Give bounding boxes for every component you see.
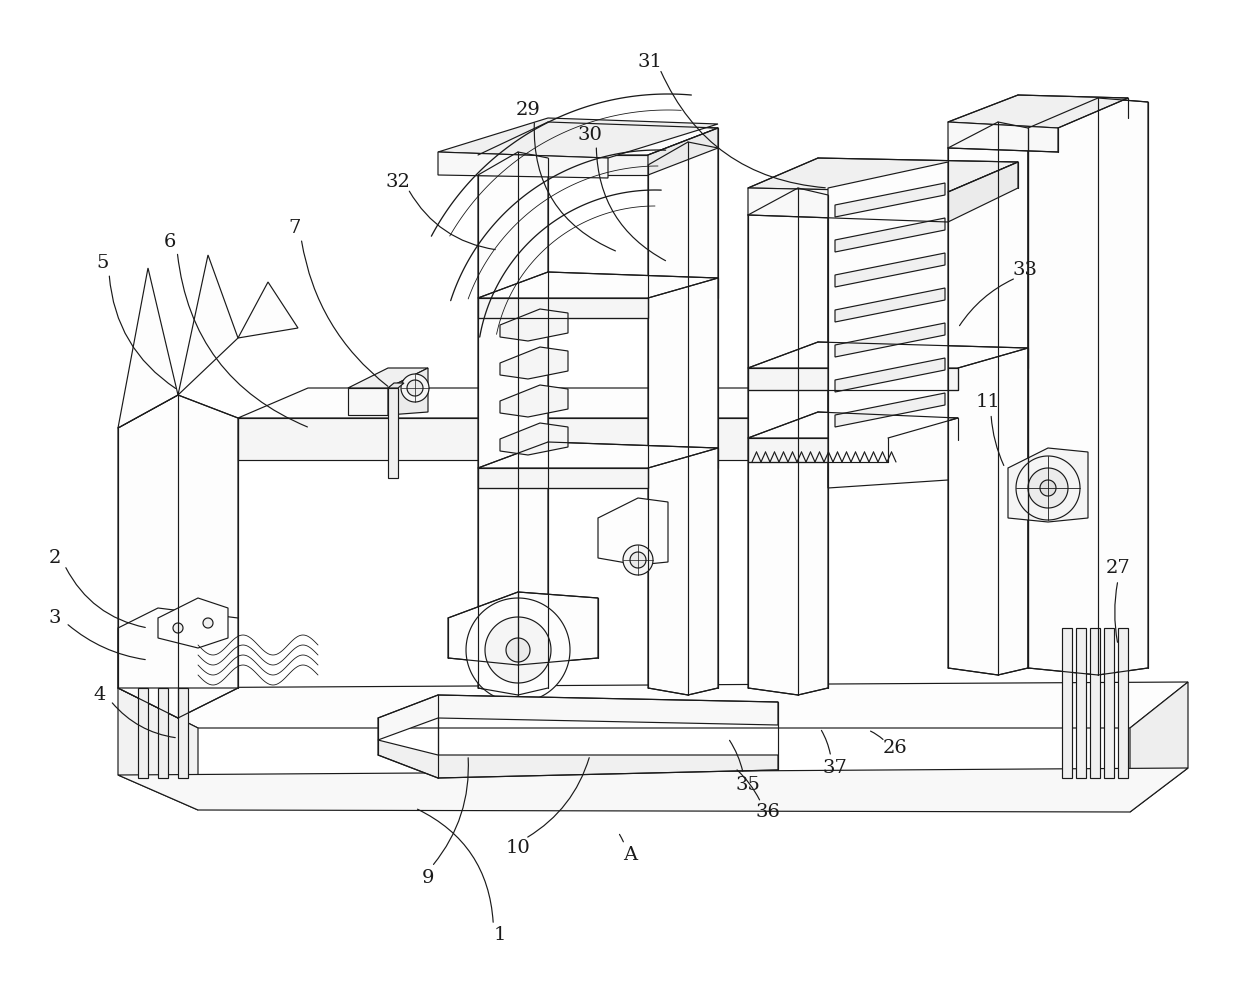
Polygon shape bbox=[477, 468, 649, 488]
Text: 35: 35 bbox=[735, 776, 760, 794]
Polygon shape bbox=[477, 442, 718, 468]
Polygon shape bbox=[598, 498, 668, 565]
Polygon shape bbox=[118, 268, 179, 428]
Polygon shape bbox=[835, 323, 945, 357]
Polygon shape bbox=[1090, 628, 1100, 778]
Polygon shape bbox=[838, 388, 908, 460]
Polygon shape bbox=[477, 152, 548, 695]
Polygon shape bbox=[949, 122, 1028, 675]
Polygon shape bbox=[477, 298, 649, 318]
Text: 3: 3 bbox=[48, 609, 61, 627]
Polygon shape bbox=[835, 218, 945, 252]
Polygon shape bbox=[1076, 628, 1086, 778]
Polygon shape bbox=[485, 617, 551, 683]
Polygon shape bbox=[1016, 456, 1080, 520]
Polygon shape bbox=[407, 380, 423, 396]
Polygon shape bbox=[748, 412, 959, 438]
Polygon shape bbox=[835, 288, 945, 322]
Polygon shape bbox=[118, 682, 1188, 728]
Text: 10: 10 bbox=[506, 839, 531, 857]
Text: 32: 32 bbox=[386, 173, 410, 191]
Text: 37: 37 bbox=[822, 759, 847, 777]
Polygon shape bbox=[203, 618, 213, 628]
Polygon shape bbox=[649, 128, 718, 175]
Polygon shape bbox=[388, 383, 404, 388]
Polygon shape bbox=[949, 162, 1018, 222]
Polygon shape bbox=[748, 188, 949, 222]
Polygon shape bbox=[1130, 682, 1188, 812]
Text: 30: 30 bbox=[578, 126, 603, 144]
Polygon shape bbox=[1028, 468, 1068, 508]
Polygon shape bbox=[622, 545, 653, 575]
Polygon shape bbox=[438, 118, 718, 158]
Polygon shape bbox=[835, 253, 945, 287]
Text: 29: 29 bbox=[516, 101, 541, 119]
Polygon shape bbox=[238, 418, 838, 460]
Polygon shape bbox=[748, 438, 888, 462]
Text: 36: 36 bbox=[755, 803, 780, 821]
Polygon shape bbox=[118, 688, 198, 810]
Text: 2: 2 bbox=[48, 549, 61, 566]
Polygon shape bbox=[477, 155, 649, 175]
Polygon shape bbox=[388, 388, 398, 478]
Polygon shape bbox=[1104, 628, 1114, 778]
Polygon shape bbox=[1028, 98, 1148, 675]
Polygon shape bbox=[238, 282, 298, 338]
Polygon shape bbox=[401, 374, 429, 402]
Polygon shape bbox=[500, 385, 568, 417]
Polygon shape bbox=[179, 255, 238, 395]
Polygon shape bbox=[506, 638, 529, 662]
Polygon shape bbox=[118, 768, 1188, 812]
Polygon shape bbox=[174, 623, 184, 633]
Polygon shape bbox=[179, 688, 188, 778]
Polygon shape bbox=[649, 142, 718, 695]
Polygon shape bbox=[630, 552, 646, 568]
Text: 26: 26 bbox=[883, 739, 908, 757]
Polygon shape bbox=[748, 368, 959, 390]
Polygon shape bbox=[138, 688, 148, 778]
Polygon shape bbox=[949, 122, 1058, 152]
Polygon shape bbox=[748, 342, 1028, 368]
Polygon shape bbox=[118, 395, 238, 718]
Polygon shape bbox=[118, 608, 238, 688]
Polygon shape bbox=[828, 162, 949, 488]
Text: 4: 4 bbox=[94, 686, 107, 704]
Polygon shape bbox=[378, 740, 777, 778]
Polygon shape bbox=[1040, 480, 1056, 496]
Text: 9: 9 bbox=[422, 869, 434, 887]
Text: A: A bbox=[622, 846, 637, 864]
Polygon shape bbox=[157, 688, 167, 778]
Polygon shape bbox=[835, 183, 945, 217]
Polygon shape bbox=[1008, 448, 1087, 522]
Polygon shape bbox=[438, 152, 608, 178]
Polygon shape bbox=[500, 423, 568, 455]
Polygon shape bbox=[238, 388, 908, 418]
Polygon shape bbox=[500, 347, 568, 379]
Polygon shape bbox=[1118, 628, 1128, 778]
Polygon shape bbox=[348, 388, 388, 415]
Text: 6: 6 bbox=[164, 233, 176, 251]
Text: 7: 7 bbox=[289, 219, 301, 237]
Polygon shape bbox=[448, 592, 598, 665]
Polygon shape bbox=[835, 358, 945, 392]
Text: 1: 1 bbox=[494, 926, 506, 944]
Text: 33: 33 bbox=[1013, 261, 1038, 279]
Text: 5: 5 bbox=[97, 254, 109, 272]
Polygon shape bbox=[835, 393, 945, 427]
Polygon shape bbox=[748, 188, 828, 695]
Polygon shape bbox=[748, 158, 1018, 192]
Polygon shape bbox=[378, 695, 777, 740]
Polygon shape bbox=[949, 95, 1128, 128]
Polygon shape bbox=[157, 598, 228, 648]
Polygon shape bbox=[1061, 628, 1073, 778]
Polygon shape bbox=[466, 598, 570, 702]
Text: 27: 27 bbox=[1106, 559, 1131, 577]
Polygon shape bbox=[477, 272, 718, 298]
Text: 31: 31 bbox=[637, 53, 662, 71]
Polygon shape bbox=[500, 309, 568, 341]
Text: 11: 11 bbox=[976, 393, 1001, 411]
Polygon shape bbox=[477, 122, 718, 155]
Polygon shape bbox=[348, 368, 428, 388]
Polygon shape bbox=[388, 368, 428, 415]
